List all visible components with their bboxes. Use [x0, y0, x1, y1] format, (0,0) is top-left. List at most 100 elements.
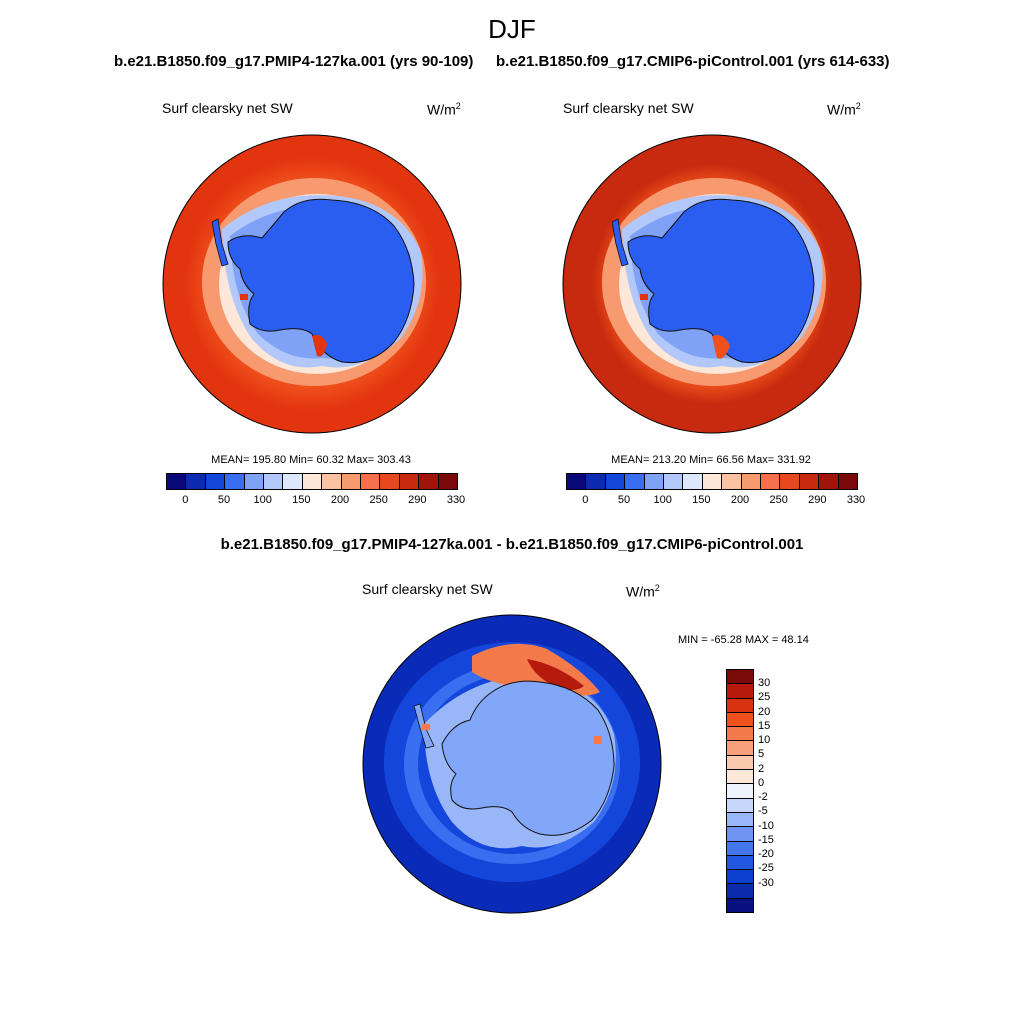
right-colorbar-segment: [799, 474, 820, 489]
right-stats: MEAN= 213.20 Min= 66.56 Max= 331.92: [611, 454, 811, 466]
left-weddell-spot: [240, 294, 248, 300]
left-colorbar-tick: 0: [182, 494, 189, 506]
left-units-base: W/m: [427, 101, 456, 118]
left-colorbar: [166, 473, 458, 490]
right-variable-label: Surf clearsky net SW: [563, 100, 694, 116]
right-antarctic-continent: [627, 198, 815, 364]
left-colorbar-tick: 250: [369, 494, 388, 506]
diff-colorbar-segment: [727, 784, 753, 799]
right-colorbar-segment: [644, 474, 665, 489]
left-colorbar-segment: [186, 474, 206, 489]
left-colorbar-segment: [380, 474, 400, 489]
right-units-exp: 2: [855, 101, 861, 111]
diff-colorbar-segment: [727, 712, 753, 728]
right-colorbar-tick: 50: [617, 494, 631, 506]
figure-title: DJF: [488, 14, 536, 44]
left-colorbar-segment: [399, 474, 420, 489]
diff-colorbar-segment: [727, 698, 753, 713]
diff-panel-title: b.e21.B1850.f09_g17.PMIP4-127ka.001 - b.…: [220, 536, 804, 553]
right-colorbar-segment: [664, 474, 684, 489]
diff-colorbar-tick: -20: [758, 848, 774, 861]
right-ross-warm-spot: [712, 335, 730, 359]
diff-units-label: W/m2: [626, 583, 660, 600]
left-colorbar-tick: 290: [408, 494, 427, 506]
diff-colorbar-segment: [727, 770, 753, 785]
right-colorbar-segment: [702, 474, 723, 489]
right-colorbar-segment: [761, 474, 781, 489]
left-colorbar-tick: 50: [217, 494, 231, 506]
right-colorbar-tick: 0: [582, 494, 589, 506]
right-polar-map: [562, 134, 862, 434]
diff-colorbar-segment: [727, 684, 753, 699]
diff-colorbar-tick: 2: [758, 762, 765, 775]
diff-colorbar-segment: [727, 727, 753, 742]
diff-antarctic-continent: [441, 680, 615, 836]
left-peninsula: [211, 218, 229, 267]
left-antarctic-continent: [227, 198, 415, 364]
right-colorbar-segment: [780, 474, 800, 489]
diff-spot-east: [594, 736, 602, 744]
diff-colorbar-segment: [727, 898, 753, 913]
left-colorbar-ticks: 0 50 100 150 200 250 290 330: [166, 494, 465, 508]
right-colorbar-tick: 150: [692, 494, 711, 506]
left-stats: MEAN= 195.80 Min= 60.32 Max= 303.43: [211, 454, 411, 466]
diff-colorbar-tick: 25: [758, 691, 771, 704]
diff-colorbar-segment: [727, 870, 753, 885]
right-colorbar-segment: [838, 474, 858, 489]
diff-colorbar-tick: 30: [758, 677, 771, 690]
diff-colorbar-tick: 10: [758, 734, 771, 747]
diff-polar-map: [362, 614, 662, 914]
left-colorbar-segment: [167, 474, 187, 489]
diff-colorbar-tick: -10: [758, 819, 774, 832]
diff-colorbar-segment: [727, 670, 753, 685]
diff-colorbar-segment: [727, 741, 753, 756]
right-colorbar-tick: 330: [846, 494, 866, 506]
diff-map-border: [362, 614, 662, 914]
left-colorbar-segment: [438, 474, 458, 489]
diff-colorbar-segment: [727, 798, 753, 813]
left-polar-map: [162, 134, 462, 434]
right-panel-title: b.e21.B1850.f09_g17.CMIP6-piControl.001 …: [496, 53, 890, 70]
left-map-border: [162, 134, 462, 434]
left-colorbar-tick: 200: [330, 494, 350, 506]
right-colorbar-tick: 100: [653, 494, 672, 506]
left-colorbar-segment: [225, 474, 245, 489]
diff-stats: MIN = -65.28 MAX = 48.14: [678, 634, 809, 646]
left-colorbar-segment: [302, 474, 323, 489]
diff-colorbar-segment: [727, 827, 753, 842]
left-units-exp: 2: [455, 101, 461, 111]
diff-colorbar-segment: [727, 855, 753, 871]
right-colorbar: [566, 473, 858, 490]
diff-colorbar-tick: 5: [758, 748, 765, 761]
right-colorbar-segment: [605, 474, 626, 489]
left-colorbar-segment: [205, 474, 226, 489]
right-map-border: [562, 134, 862, 434]
left-units-label: W/m2: [427, 101, 461, 118]
diff-colorbar-segment: [727, 884, 753, 899]
diff-variable-label: Surf clearsky net SW: [362, 581, 493, 597]
left-variable-label: Surf clearsky net SW: [162, 100, 293, 116]
left-colorbar-segment: [264, 474, 284, 489]
diff-colorbar-segment: [727, 755, 753, 771]
right-units-label: W/m2: [827, 101, 861, 118]
diff-colorbar-tick: -15: [758, 833, 774, 846]
diff-colorbar-tick: -2: [758, 791, 768, 804]
diff-hot-anomaly: [527, 659, 584, 690]
left-colorbar-tick: 100: [253, 494, 272, 506]
right-colorbar-segment: [741, 474, 762, 489]
left-colorbar-segment: [283, 474, 303, 489]
right-colorbar-segment: [625, 474, 645, 489]
diff-colorbar-tick: -25: [758, 862, 774, 875]
diff-colorbar-tick: -30: [758, 876, 774, 889]
diff-colorbar-tick: -5: [758, 805, 768, 818]
right-colorbar-segment: [567, 474, 587, 489]
right-colorbar-segment: [586, 474, 606, 489]
diff-colorbar-tick: 0: [758, 776, 765, 789]
right-colorbar-ticks: 0 50 100 150 200 250 290 330: [566, 494, 865, 508]
diff-colorbar-tick: 15: [758, 719, 771, 732]
left-colorbar-segment: [419, 474, 439, 489]
right-weddell-spot: [640, 294, 648, 300]
left-colorbar-tick: 150: [292, 494, 311, 506]
left-colorbar-segment: [341, 474, 362, 489]
diff-colorbar: [726, 669, 754, 913]
